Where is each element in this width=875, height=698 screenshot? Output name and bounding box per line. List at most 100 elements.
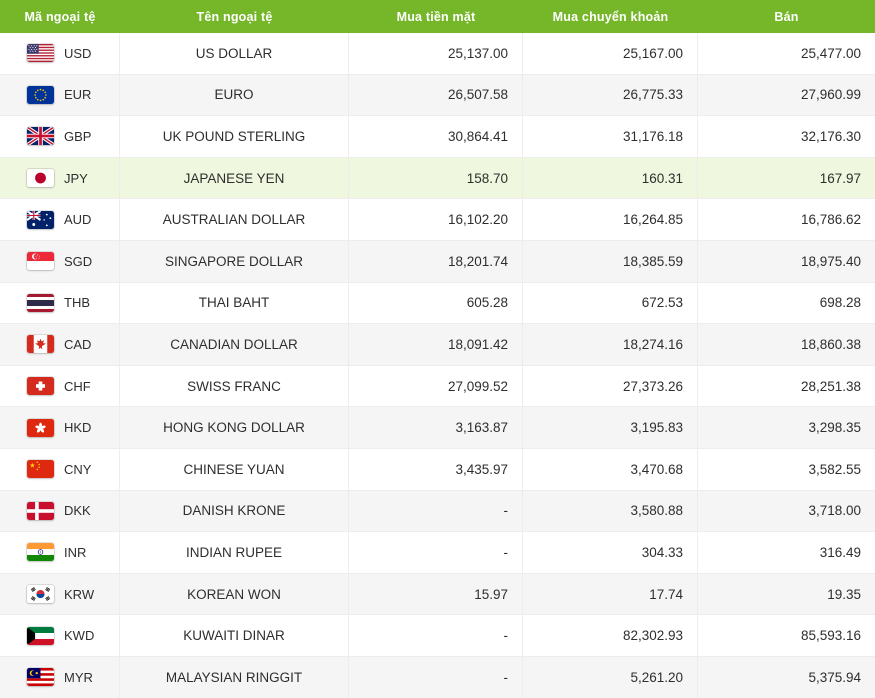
currency-code-cell: INR	[0, 532, 120, 573]
sell-value: 18,975.40	[800, 253, 861, 269]
cash-buy-value: 26,507.58	[349, 74, 523, 116]
ch-flag-icon	[27, 377, 54, 396]
currency-code-cell: JPY	[0, 157, 120, 199]
cash-buy-value: 3,435.97	[349, 448, 523, 490]
transfer-buy-value: 27,373.26	[523, 365, 698, 407]
currency-code: USD	[64, 45, 92, 61]
cash-buy-value: -	[349, 656, 523, 698]
currency-code-cell: CNY	[0, 448, 120, 490]
sg-flag-icon	[27, 252, 54, 271]
table-row: USD US DOLLAR 25,137.00 25,167.00 25,477…	[0, 33, 875, 75]
us-flag-icon	[27, 44, 54, 63]
currency-code: CNY	[64, 461, 92, 477]
currency-code: DKK	[64, 503, 91, 519]
currency-code-cell: CAD	[0, 324, 120, 365]
sell-value: 316.49	[819, 544, 861, 560]
currency-code: HKD	[64, 420, 92, 436]
au-flag-icon	[27, 210, 54, 229]
currency-name: CHINESE YUAN	[120, 448, 349, 490]
table-row: THB THAI BAHT 605.28 672.53 698.28	[0, 282, 875, 325]
sell-value: 167.97	[819, 170, 861, 186]
currency-name: US DOLLAR	[120, 33, 349, 74]
currency-code: KWD	[64, 628, 95, 644]
cash-buy-value: -	[349, 490, 523, 532]
table-row: INR INDIAN RUPEE - 304.33 316.49	[0, 532, 875, 574]
dk-flag-icon	[27, 501, 54, 520]
transfer-buy-value: 82,302.93	[523, 615, 698, 656]
transfer-buy-value: 3,580.88	[523, 490, 698, 532]
cash-buy-value: -	[349, 532, 523, 573]
cn-flag-icon	[27, 460, 54, 479]
transfer-buy-value: 18,274.16	[523, 324, 698, 365]
table-row: CHF SWISS FRANC 27,099.52 27,373.26 28,2…	[0, 365, 875, 408]
currency-name: THAI BAHT	[120, 282, 349, 324]
currency-name: AUSTRALIAN DOLLAR	[120, 199, 349, 240]
cash-buy-value: 3,163.87	[349, 407, 523, 448]
sell-value: 698.28	[819, 295, 861, 311]
currency-name: INDIAN RUPEE	[120, 532, 349, 573]
currency-name: JAPANESE YEN	[120, 157, 349, 199]
table-row: CAD CANADIAN DOLLAR 18,091.42 18,274.16 …	[0, 324, 875, 366]
sell-value: 5,375.94	[808, 669, 861, 685]
currency-code-cell: KRW	[0, 573, 120, 615]
currency-name: DANISH KRONE	[120, 490, 349, 532]
currency-code: KRW	[64, 586, 95, 602]
gb-flag-icon	[27, 127, 54, 146]
currency-name: KOREAN WON	[120, 573, 349, 615]
table-row: GBP UK POUND STERLING 30,864.41 31,176.1…	[0, 116, 875, 158]
cash-buy-value: 16,102.20	[349, 199, 523, 240]
transfer-buy-value: 304.33	[523, 532, 698, 573]
currency-code: SGD	[64, 253, 93, 269]
currency-name: UK POUND STERLING	[120, 116, 349, 157]
rates-table-body: USD US DOLLAR 25,137.00 25,167.00 25,477…	[0, 33, 875, 698]
currency-code: EUR	[64, 87, 92, 103]
sell-value: 3,298.35	[808, 420, 861, 436]
th-flag-icon	[27, 293, 54, 312]
cash-buy-value: 18,201.74	[349, 240, 523, 282]
currency-code-cell: USD	[0, 33, 120, 74]
table-row: MYR MALAYSIAN RINGGIT - 5,261.20 5,375.9…	[0, 656, 875, 698]
currency-name: HONG KONG DOLLAR	[120, 407, 349, 448]
currency-name: MALAYSIAN RINGGIT	[120, 656, 349, 698]
table-row: EUR EURO 26,507.58 26,775.33 27,960.99	[0, 74, 875, 117]
sell-value: 3,718.00	[808, 503, 861, 519]
sell-value: 16,786.62	[800, 212, 861, 228]
currency-code: INR	[64, 544, 87, 560]
currency-code-cell: THB	[0, 282, 120, 324]
my-flag-icon	[27, 668, 54, 687]
currency-name: SWISS FRANC	[120, 365, 349, 407]
hk-flag-icon	[27, 418, 54, 437]
cash-buy-value: -	[349, 615, 523, 656]
currency-code: CHF	[64, 378, 91, 394]
currency-code-cell: DKK	[0, 490, 120, 532]
currency-code-cell: KWD	[0, 615, 120, 656]
cash-buy-value: 158.70	[349, 157, 523, 199]
sell-value: 3,582.55	[808, 461, 861, 477]
ca-flag-icon	[27, 335, 54, 354]
transfer-buy-value: 26,775.33	[523, 74, 698, 116]
transfer-buy-value: 3,470.68	[523, 448, 698, 490]
kr-flag-icon	[27, 585, 54, 604]
table-row: DKK DANISH KRONE - 3,580.88 3,718.00	[0, 490, 875, 533]
currency-name: KUWAITI DINAR	[120, 615, 349, 656]
currency-code-cell: AUD	[0, 199, 120, 240]
currency-name: CANADIAN DOLLAR	[120, 324, 349, 365]
currency-code: GBP	[64, 128, 92, 144]
in-flag-icon	[27, 543, 54, 562]
transfer-buy-value: 672.53	[523, 282, 698, 324]
transfer-buy-value: 16,264.85	[523, 199, 698, 240]
table-row: HKD HONG KONG DOLLAR 3,163.87 3,195.83 3…	[0, 407, 875, 449]
currency-code: AUD	[64, 212, 92, 228]
table-row: SGD SINGAPORE DOLLAR 18,201.74 18,385.59…	[0, 240, 875, 283]
currency-code-cell: SGD	[0, 240, 120, 282]
cash-buy-value: 30,864.41	[349, 116, 523, 157]
jp-flag-icon	[27, 169, 54, 188]
cash-buy-value: 27,099.52	[349, 365, 523, 407]
table-row: KWD KUWAITI DINAR - 82,302.93 85,593.16	[0, 615, 875, 657]
transfer-buy-value: 17.74	[523, 573, 698, 615]
transfer-buy-value: 5,261.20	[523, 656, 698, 698]
sell-value: 32,176.30	[800, 128, 861, 144]
header-currency-name: Tên ngoại tệ	[196, 9, 273, 24]
cash-buy-value: 18,091.42	[349, 324, 523, 365]
